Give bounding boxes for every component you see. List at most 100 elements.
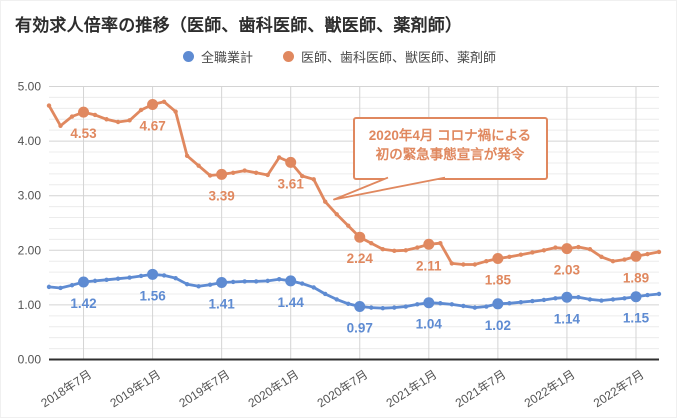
annotation-box: [353, 117, 548, 180]
data-point: [184, 153, 190, 159]
highlighted-data-point: [561, 243, 573, 255]
highlighted-data-point: [561, 291, 573, 303]
data-point: [461, 262, 466, 267]
y-tick-label: 5.00: [18, 80, 42, 94]
data-point: [104, 117, 109, 122]
annotation-callout: 2020年4月 コロナ禍による 初の緊急事態宣言が発令: [333, 117, 548, 201]
data-point: [449, 261, 455, 266]
data-point: [276, 155, 282, 160]
data-point: [311, 177, 316, 182]
data-point: [92, 278, 98, 284]
data-point: [115, 119, 121, 125]
data-label: 1.15: [623, 311, 650, 326]
data-point: [253, 279, 259, 284]
data-label: 1.89: [623, 270, 649, 285]
data-point: [576, 244, 581, 250]
data-point: [541, 297, 547, 303]
data-point: [610, 259, 616, 264]
data-point: [300, 173, 305, 179]
data-label: 1.41: [209, 297, 236, 312]
data-point: [369, 305, 374, 310]
data-point: [58, 123, 63, 129]
y-tick-label: 0.00: [18, 353, 42, 367]
data-point: [622, 257, 627, 262]
data-point: [392, 305, 397, 310]
highlighted-data-point: [147, 99, 159, 111]
data-point: [472, 262, 478, 267]
x-tick-label: 2021年1月: [384, 367, 440, 410]
data-point: [415, 302, 420, 307]
axis-layer: 0.00 1.00 2.00 3.00 4.00 5.00 2018年7月 2019年1月 20…: [18, 80, 647, 411]
highlighted-data-point: [354, 231, 366, 243]
data-point: [161, 99, 167, 104]
x-tick-label: 2020年7月: [315, 367, 371, 410]
data-label: 4.53: [70, 126, 97, 141]
data-point: [300, 281, 305, 286]
data-point: [265, 172, 270, 178]
y-tick-label: 2.00: [18, 243, 42, 257]
data-point: [104, 277, 109, 282]
data-label: 3.39: [209, 188, 235, 203]
data-point: [369, 241, 374, 246]
legend-item-all-occupations[interactable]: 全職業計: [182, 47, 253, 66]
y-tick-label: 4.00: [18, 134, 42, 148]
data-point: [449, 302, 455, 307]
data-point: [403, 304, 408, 309]
data-point: [415, 245, 420, 250]
data-point: [484, 259, 489, 264]
data-point: [530, 298, 535, 304]
x-tick-label: 2022年7月: [591, 367, 647, 410]
data-point: [207, 282, 213, 287]
data-point: [161, 273, 167, 278]
series-layer: 1.42 1.56 1.41 1.44 0.97 1.04 1.02 1.14 1.15 4.53…: [46, 99, 662, 336]
chart-title: 有効求人倍率の推移（医師、歯科医師、獣医師、薬剤師）: [15, 16, 463, 35]
highlighted-data-point: [630, 291, 642, 303]
data-point: [541, 248, 547, 253]
x-tick-label: 2019年7月: [177, 367, 233, 410]
data-point: [576, 295, 581, 300]
data-point: [230, 279, 236, 285]
annotation-text-line2: 初の緊急事態宣言が発令: [376, 146, 525, 162]
data-point: [276, 277, 282, 282]
data-point: [253, 170, 259, 175]
data-point: [461, 303, 466, 309]
data-label: 0.97: [347, 321, 373, 336]
data-point: [380, 305, 385, 311]
y-tick-label: 1.00: [18, 298, 42, 312]
data-point: [530, 250, 535, 255]
data-point: [323, 291, 328, 297]
chart-legend: 全職業計 医師、歯科医師、獣医師、薬剤師: [1, 47, 676, 66]
data-point: [587, 247, 593, 252]
data-point: [645, 251, 650, 257]
data-point: [242, 168, 247, 173]
data-point: [46, 103, 52, 108]
x-tick-label: 2022年1月: [522, 367, 578, 410]
highlighted-data-point: [78, 276, 90, 288]
data-point: [656, 249, 662, 255]
data-label: 2.11: [416, 258, 442, 273]
data-point: [518, 299, 524, 305]
x-tick-label: 2019年1月: [107, 367, 163, 410]
highlighted-data-point: [630, 250, 642, 262]
data-point: [115, 276, 121, 281]
data-point: [472, 305, 478, 310]
data-point: [553, 296, 558, 301]
legend-item-medical-professions[interactable]: 医師、歯科医師、獣医師、薬剤師: [283, 47, 496, 66]
data-label: 2.03: [554, 263, 581, 278]
y-tick-label: 3.00: [18, 189, 42, 203]
highlighted-data-point: [423, 238, 435, 250]
data-point: [69, 283, 75, 288]
data-point: [334, 212, 339, 217]
data-point: [173, 275, 178, 281]
data-point: [138, 273, 144, 279]
data-point: [58, 285, 63, 291]
data-point: [507, 254, 512, 260]
data-point: [656, 291, 662, 297]
data-point: [207, 173, 213, 178]
data-point: [46, 284, 52, 290]
highlighted-data-point: [78, 106, 90, 118]
data-label: 1.14: [554, 311, 581, 326]
x-tick-label: 2021年7月: [453, 367, 509, 410]
data-point: [346, 301, 351, 307]
highlighted-data-point: [285, 275, 297, 287]
